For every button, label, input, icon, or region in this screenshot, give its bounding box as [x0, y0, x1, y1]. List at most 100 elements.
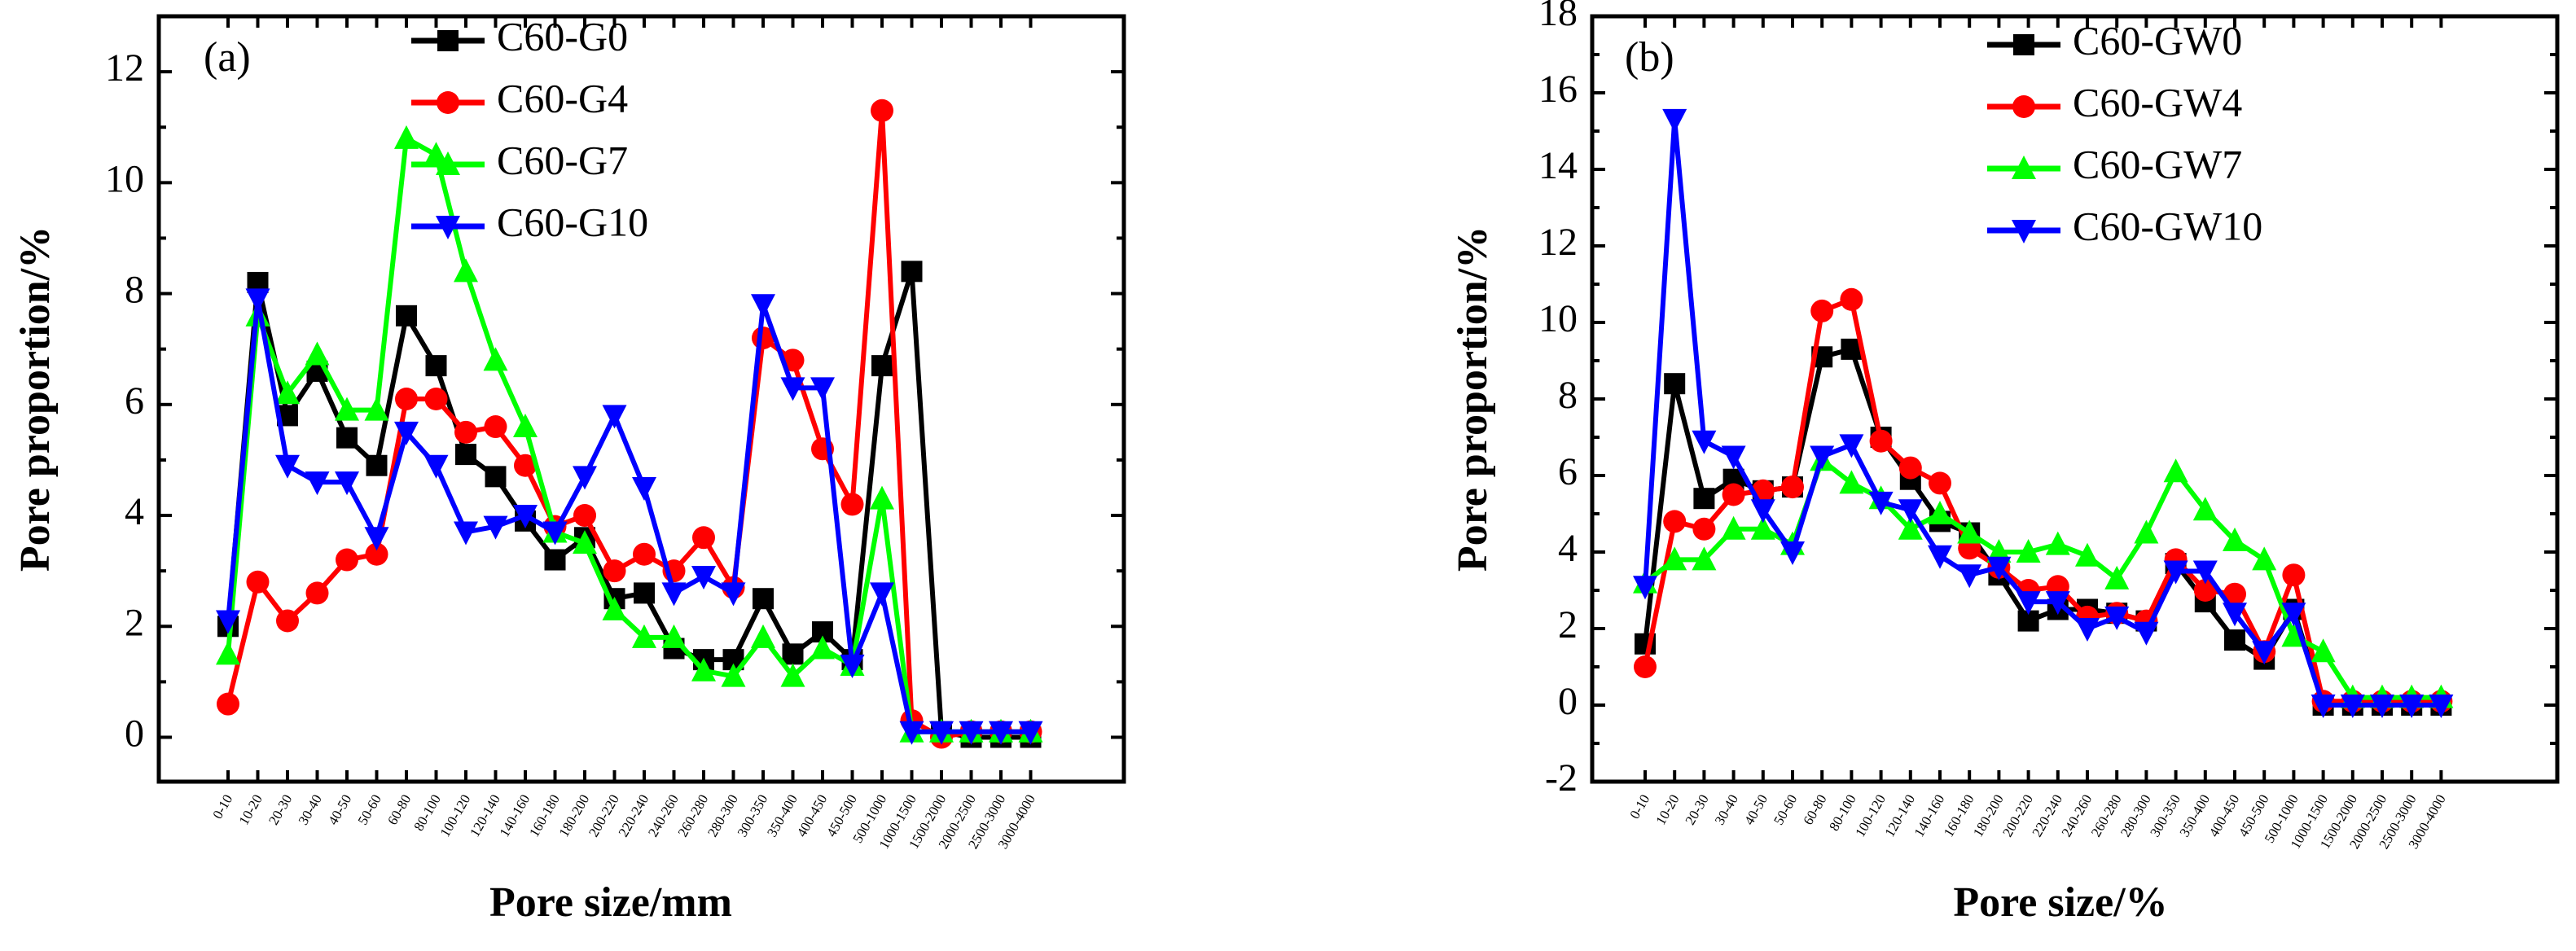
y-axis-title: Pore proportion/% [1450, 226, 1496, 572]
y-tick-label: 0 [1558, 680, 1578, 723]
x-tick-label: 0-10 [1626, 792, 1652, 822]
x-tick-label: 10-20 [236, 792, 265, 828]
data-point [394, 421, 419, 445]
series-line [1643, 296, 2442, 704]
series-C60-G10 [216, 288, 1043, 745]
data-point [2016, 539, 2041, 563]
data-point [542, 521, 568, 546]
data-point [2134, 621, 2159, 646]
y-tick-label: 6 [125, 379, 144, 423]
data-point [780, 663, 805, 687]
legend-label: C60-GW0 [2073, 17, 2242, 63]
plot-frame [1590, 14, 2560, 784]
data-point [692, 526, 715, 550]
x-tick-label: 50-60 [1771, 792, 1800, 828]
data-point [454, 258, 478, 283]
x-axis-title: Pore size/% [1953, 879, 2167, 926]
data-point [1692, 430, 1717, 454]
y-tick-label: 16 [1538, 68, 1578, 111]
data-point [840, 654, 865, 678]
data-point [513, 505, 538, 529]
x-tick-label: 30-40 [1712, 792, 1741, 828]
legend-marker [2012, 156, 2036, 179]
data-point [632, 476, 656, 501]
data-point [364, 527, 389, 551]
data-point [245, 288, 270, 313]
legend-marker [2012, 95, 2035, 118]
data-point [2045, 591, 2070, 616]
data-point [1664, 373, 1686, 395]
data-point [1692, 517, 1716, 541]
x-tick-label: 20-30 [1683, 792, 1712, 828]
data-point [691, 565, 716, 589]
legend-marker [436, 216, 460, 239]
data-point [2163, 560, 2188, 585]
series-line [226, 296, 1031, 734]
data-point [1957, 564, 1982, 589]
data-point [1693, 488, 1715, 510]
data-point [2399, 695, 2425, 718]
x-tick-label: 20-30 [265, 792, 295, 828]
legend-label: C60-G0 [497, 13, 628, 59]
data-point [423, 454, 449, 479]
y-tick-label: 14 [1538, 144, 1578, 187]
data-point [2223, 603, 2247, 627]
data-point [2192, 560, 2218, 585]
data-point [1721, 515, 1746, 540]
data-point [633, 542, 656, 566]
data-point [661, 624, 687, 648]
data-point [901, 261, 923, 283]
x-tick-label: 30-40 [296, 792, 325, 828]
legend-marker [437, 91, 459, 114]
y-tick-label: 8 [1558, 374, 1578, 417]
data-point [2340, 695, 2365, 718]
legend-label: C60-G4 [497, 75, 628, 121]
data-point [216, 610, 240, 634]
data-point [602, 405, 627, 429]
series-C60-G0 [217, 261, 1042, 748]
legend-label: C60-G7 [497, 137, 628, 182]
panel-label: (a) [204, 34, 251, 81]
data-point [721, 582, 746, 607]
legend-marker [2013, 34, 2034, 55]
data-point [780, 377, 805, 401]
x-tick-label: 40-50 [1741, 792, 1771, 828]
data-point [2311, 638, 2336, 663]
data-point [366, 454, 388, 476]
data-point [573, 504, 596, 528]
data-point [2104, 565, 2130, 589]
data-point [513, 414, 538, 438]
data-point [2223, 527, 2247, 551]
data-point [2223, 582, 2246, 606]
data-point [305, 341, 330, 366]
data-point [2252, 641, 2277, 665]
data-point [1721, 445, 1746, 470]
y-tick-label: 12 [1538, 221, 1578, 264]
data-point [335, 397, 359, 421]
data-point [1662, 108, 1687, 133]
data-point [871, 355, 893, 377]
panel-label: (b) [1625, 34, 1674, 81]
legend-marker [437, 30, 459, 51]
y-tick-label: 2 [1558, 603, 1578, 646]
legend-label: C60-G10 [497, 199, 648, 244]
data-point [455, 444, 476, 466]
data-point [454, 420, 477, 444]
data-point [1898, 515, 1923, 540]
legend-marker [436, 151, 460, 175]
data-point [2281, 623, 2306, 647]
legend-marker [2012, 220, 2036, 243]
data-point [1663, 510, 1687, 533]
chart-panel-a: 0 2 4 6 8 10 12 0-10 10-20 20-30 30-40 40-50 50-60 60… [12, 13, 1126, 926]
data-point [929, 721, 954, 745]
data-point [1928, 545, 1952, 569]
data-point [751, 294, 775, 318]
data-point [2192, 497, 2218, 521]
data-point [514, 454, 537, 477]
x-tick-label: 0-10 [209, 792, 235, 822]
data-point [2311, 695, 2336, 718]
y-axis-title: Pore proportion/% [12, 226, 59, 572]
data-point [2370, 695, 2394, 718]
data-point [1986, 539, 2012, 563]
